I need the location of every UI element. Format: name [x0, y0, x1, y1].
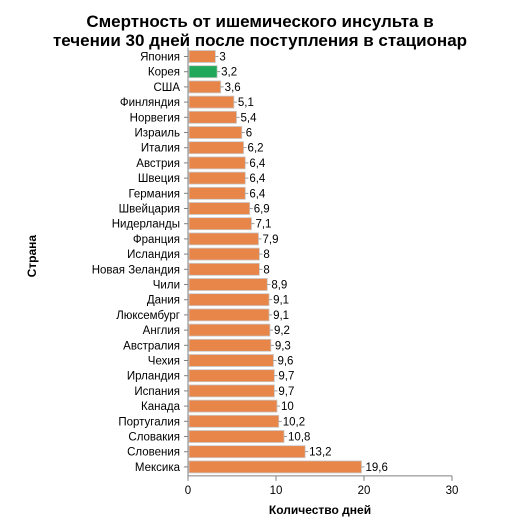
bar [188, 262, 260, 276]
bar [188, 430, 285, 443]
data-label: 3,2 [221, 67, 237, 79]
category-label: Ирландия [127, 371, 180, 383]
category-label: Япония [140, 52, 180, 64]
bar [188, 323, 271, 337]
bar [188, 126, 243, 139]
category-label: Швейцария [119, 204, 180, 216]
bar [188, 186, 246, 200]
data-label: 9,3 [275, 340, 291, 352]
data-label: 8 [263, 264, 269, 276]
data-label: 6 [246, 128, 252, 140]
x-tick-label: 30 [446, 485, 459, 497]
bar [188, 338, 272, 352]
data-label: 7,1 [255, 219, 271, 231]
data-label: 3 [219, 52, 225, 64]
data-label: 9,6 [277, 356, 293, 368]
bar [188, 156, 246, 170]
x-axis-title: Количество дней [269, 503, 371, 517]
bar [188, 460, 362, 474]
category-label: Мексика [135, 462, 181, 474]
data-label: 10,8 [288, 432, 310, 444]
bar [188, 414, 280, 428]
bar [188, 354, 274, 367]
data-label: 7,9 [263, 234, 279, 246]
category-label: Дания [147, 295, 180, 307]
bar [188, 293, 270, 307]
category-label: Англия [143, 325, 180, 337]
category-label: Швеция [138, 173, 180, 185]
bar [188, 110, 237, 124]
bar [188, 308, 270, 322]
data-label: 6,4 [249, 158, 266, 170]
bar [188, 232, 259, 246]
data-label: 10,2 [283, 416, 305, 428]
data-label: 5,4 [241, 112, 258, 124]
data-label: 8 [263, 249, 269, 261]
category-label: Испания [134, 386, 180, 398]
category-label: Чехия [148, 356, 180, 368]
category-label: Словакия [128, 432, 180, 444]
data-label: 9,7 [278, 386, 294, 398]
bar [188, 384, 275, 398]
data-label: 13,2 [309, 447, 331, 459]
category-label: Австрия [136, 158, 180, 170]
bar [188, 278, 268, 291]
bar [188, 80, 222, 94]
category-label: Канада [141, 401, 181, 413]
data-label: 6,2 [248, 143, 264, 155]
chart-title-line-1: Смертность от ишемического инсульта в [86, 12, 434, 31]
category-label: Словения [127, 447, 180, 459]
category-label: Люксембург [116, 310, 180, 322]
category-label: Новая Зеландия [92, 264, 180, 276]
category-label: Чили [153, 280, 180, 292]
x-tick-label: 20 [358, 485, 371, 497]
category-label: Израиль [135, 128, 180, 140]
bar [188, 445, 306, 459]
category-label: Исландия [127, 249, 180, 261]
category-label: Австралия [123, 340, 180, 352]
bar [188, 95, 235, 109]
category-label: Португалия [118, 416, 180, 428]
data-label: 9,1 [273, 310, 289, 322]
bar [188, 141, 244, 155]
data-label: 8,9 [271, 280, 287, 292]
data-label: 9,2 [274, 325, 290, 337]
category-label: Нидерланды [112, 219, 180, 231]
x-tick-label: 10 [270, 485, 283, 497]
bar [188, 217, 252, 231]
bar [188, 171, 246, 185]
data-label: 6,9 [254, 204, 270, 216]
category-label: Италия [141, 143, 180, 155]
chart-title-line-2: течении 30 дней после поступления в стац… [52, 31, 468, 50]
data-label: 6,4 [249, 188, 266, 200]
category-label: США [153, 82, 180, 94]
bars-group: 33,23,65,15,466,26,46,46,46,97,17,9888,9… [188, 50, 388, 474]
x-tick-label: 0 [185, 485, 191, 497]
bar [188, 247, 260, 261]
bar [188, 65, 218, 79]
data-label: 9,7 [278, 371, 294, 383]
bar [188, 50, 216, 63]
data-label: 5,1 [238, 97, 254, 109]
data-label: 9,1 [273, 295, 289, 307]
chart-title: Смертность от ишемического инсульта в те… [40, 12, 480, 50]
axes-group: Япония Корея США Финляндия Норвегия Израиль Ит… [92, 47, 459, 497]
data-label: 10 [281, 401, 294, 413]
bar [188, 369, 275, 383]
bar [188, 202, 251, 215]
category-label: Финляндия [120, 97, 180, 109]
data-label: 3,6 [225, 82, 241, 94]
y-axis-title: Страна [25, 235, 39, 278]
category-label: Германия [128, 188, 180, 200]
category-label: Корея [148, 67, 180, 79]
data-label: 19,6 [365, 462, 387, 474]
bar [188, 399, 278, 413]
data-label: 6,4 [249, 173, 266, 185]
category-label: Норвегия [130, 112, 180, 124]
category-label: Франция [133, 234, 180, 246]
